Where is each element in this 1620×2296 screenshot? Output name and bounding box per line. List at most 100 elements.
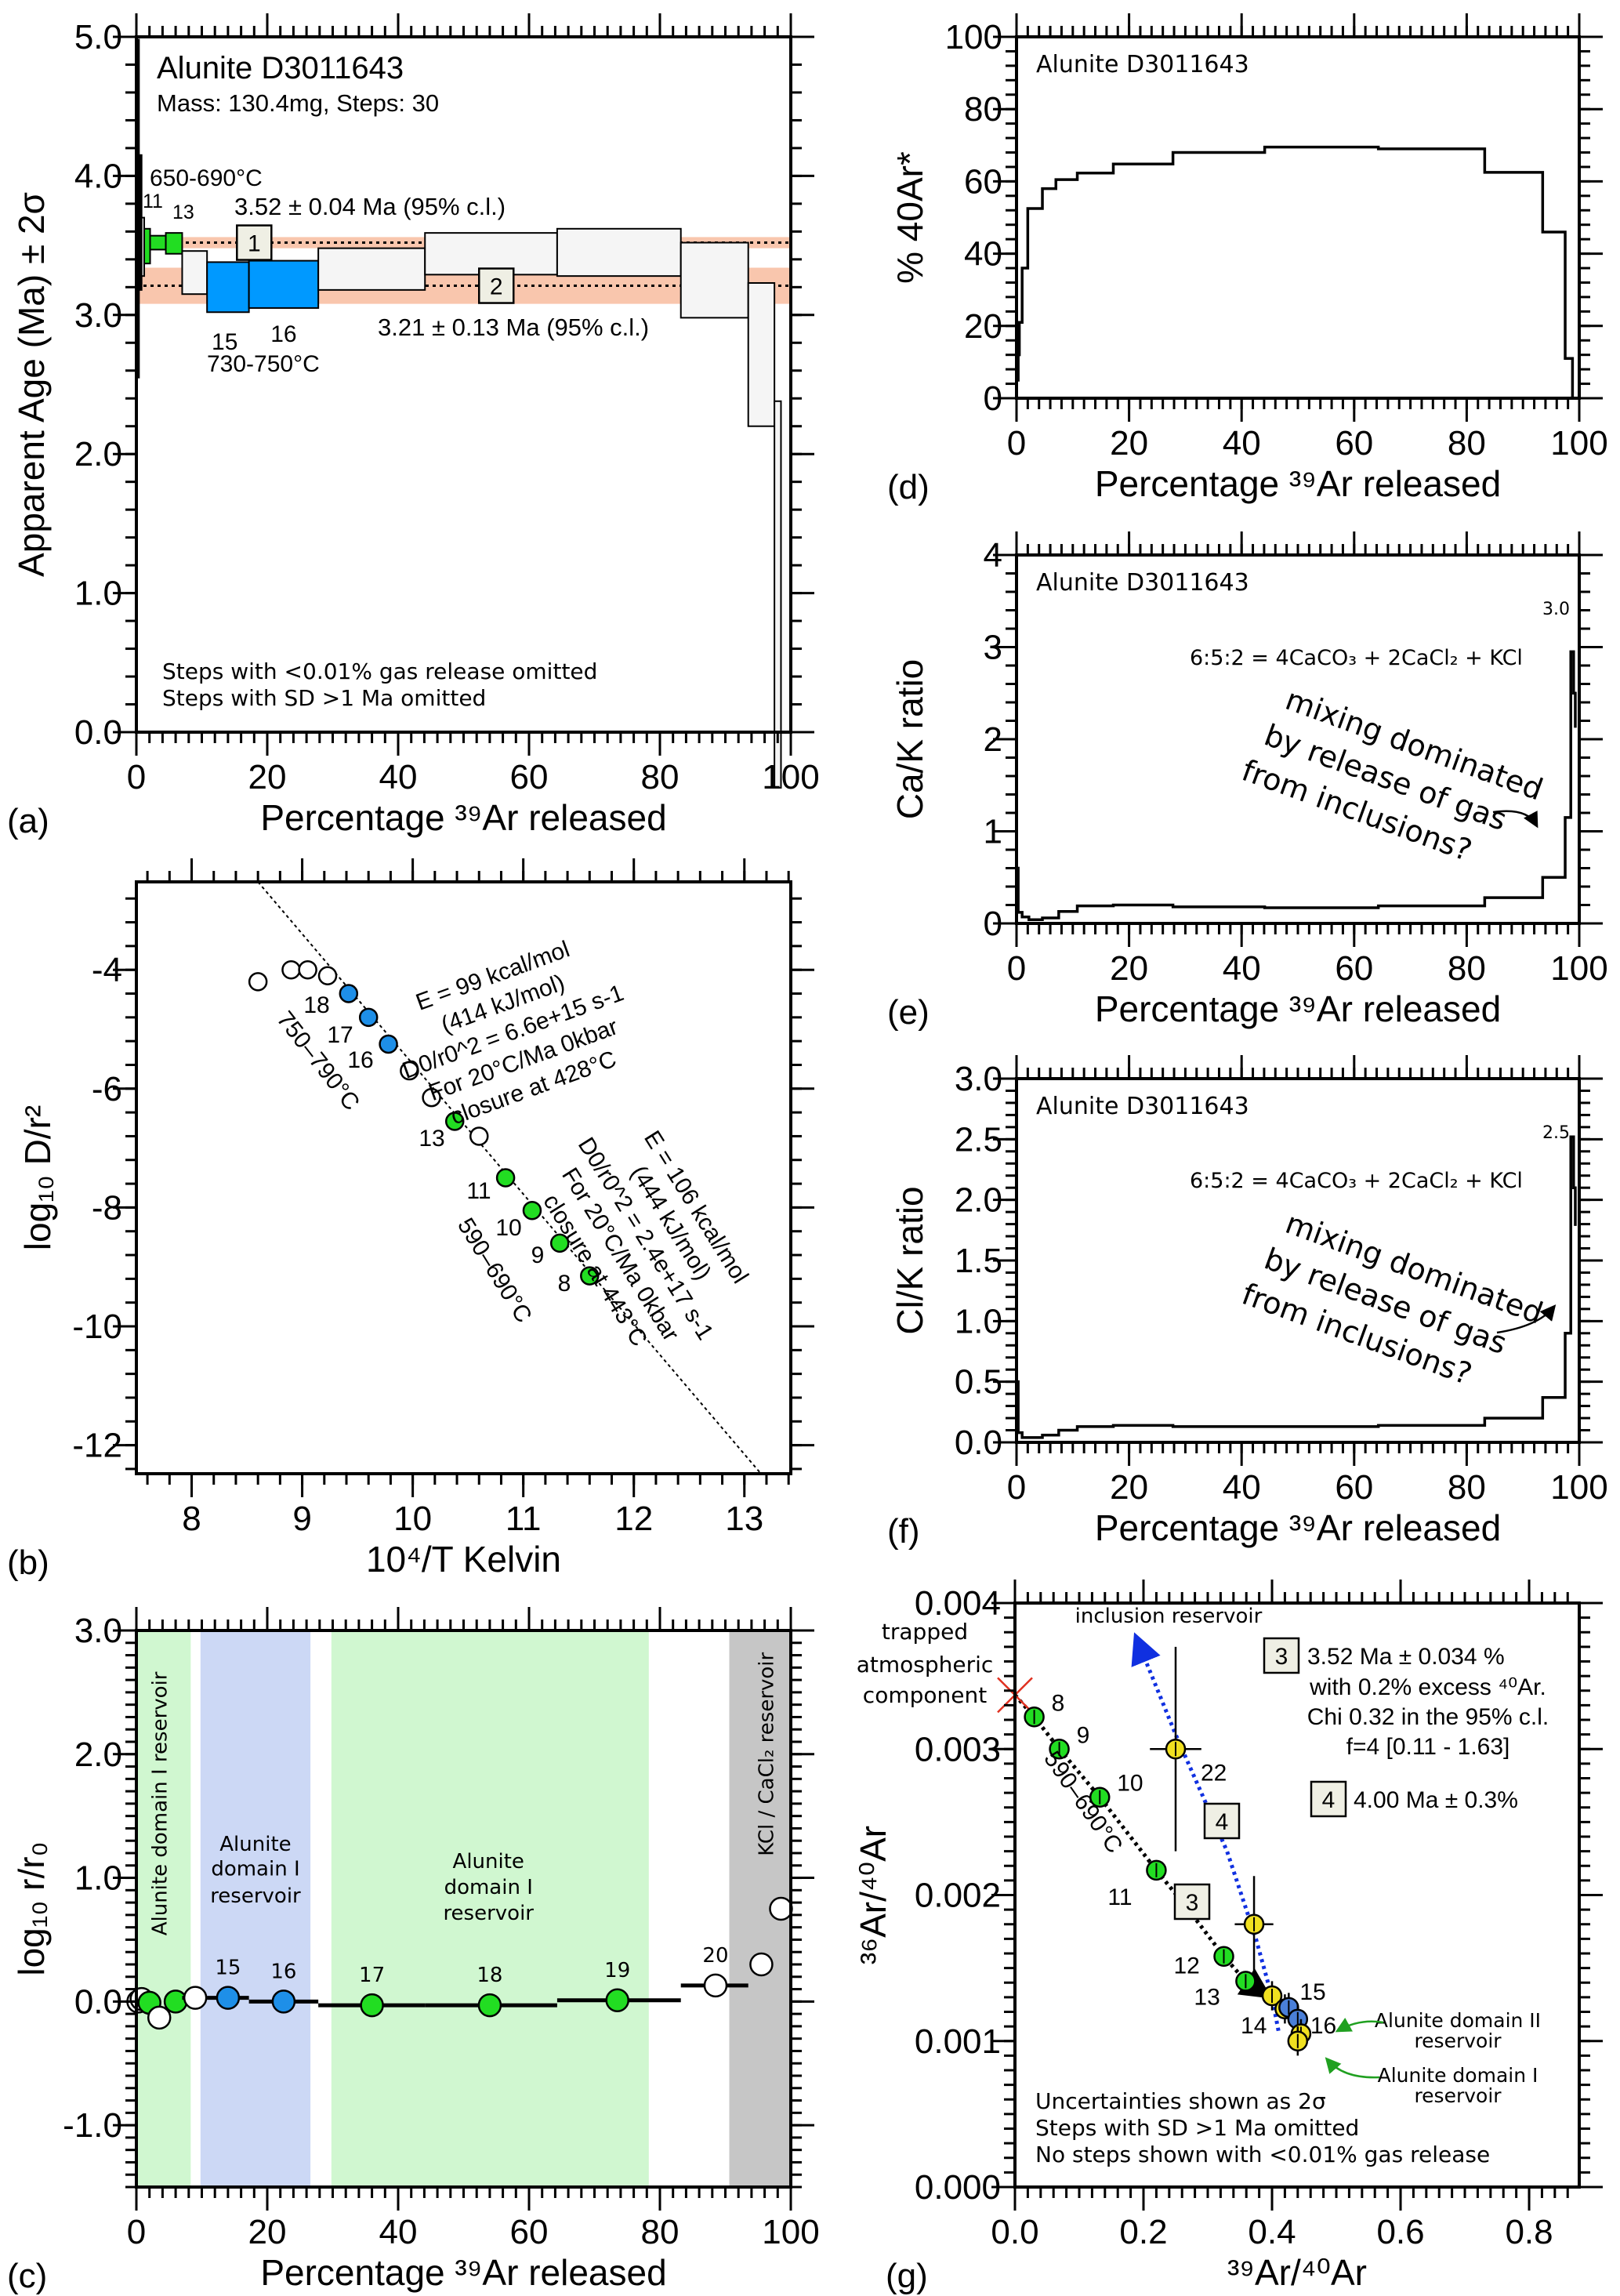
step-label: 13 — [419, 1126, 444, 1152]
r-r0-point — [749, 1952, 774, 1977]
reservoir-label: reservoir — [1414, 2084, 1502, 2107]
y-tick-label: 0.0 — [955, 1424, 1002, 1462]
x-axis-label: Percentage ³⁹Ar released — [1095, 463, 1501, 504]
x-tick-label: 100 — [1550, 949, 1607, 988]
step-label: 13 — [172, 201, 194, 223]
plateau-2-label: 3.21 ± 0.13 Ma (95% c.l.) — [378, 314, 649, 341]
age-step-bar — [556, 227, 682, 277]
y-tick-label: 40 — [964, 235, 1002, 274]
y-tick-label: 3.0 — [955, 1060, 1002, 1098]
y-tick-label: 0.000 — [915, 2168, 1001, 2207]
x-tick-label: 40 — [379, 758, 418, 796]
axis-ticks — [113, 13, 814, 756]
x-tick-label: 60 — [1335, 424, 1373, 462]
x-tick-label: 20 — [1110, 949, 1148, 988]
panel-label: (d) — [887, 468, 930, 506]
r-r0-point — [183, 1986, 208, 2010]
x-tick-label: 20 — [1110, 424, 1148, 462]
step-label: 11 — [466, 1178, 491, 1204]
reservoir-label: Alunite domain I — [1378, 2064, 1538, 2087]
reservoir-label: reservoir — [1414, 2029, 1502, 2052]
note: Steps with SD >1 Ma omitted — [162, 685, 486, 711]
arrhenius-fit-line — [257, 881, 762, 1474]
y-axis-label: log₁₀ D/r² — [17, 1105, 58, 1250]
fit-4-line: 4.00 Ma ± 0.3% — [1354, 1787, 1518, 1813]
reservoir-label: reservoir — [443, 1902, 534, 1925]
fit-3-marker: 3 — [1263, 1637, 1300, 1674]
x-axis-label: ³⁹Ar/⁴⁰Ar — [1227, 2252, 1367, 2293]
y-tick-label: -4 — [92, 951, 122, 989]
r-r0-point — [360, 1993, 384, 2018]
y-tick-label: 0.004 — [915, 1584, 1001, 1623]
x-tick-label: 13 — [725, 1500, 763, 1538]
arrhenius-point — [495, 1168, 516, 1188]
reservoir-label: domain I — [444, 1876, 533, 1899]
y-tick-label: 80 — [964, 90, 1002, 129]
trapped-component-label: atmospheric — [857, 1652, 994, 1678]
fit-3-line: 3.52 Ma ± 0.034 % — [1307, 1644, 1505, 1670]
x-tick-label: 60 — [510, 2213, 549, 2251]
plateau-1-marker: 1 — [236, 224, 273, 261]
y-tick-label: 1.0 — [74, 1859, 122, 1898]
plateau-1-marker-text: 1 — [248, 231, 261, 257]
plot-frame — [135, 35, 792, 734]
domain-ii-arrow — [1335, 2017, 1384, 2033]
age-step-bar — [181, 250, 208, 296]
y-tick-label: 0.0 — [74, 1982, 122, 2021]
x-tick-label: 80 — [641, 758, 680, 796]
y-axis-label: Ca/K ratio — [890, 659, 930, 820]
y-tick-label: 2 — [984, 720, 1002, 759]
x-tick-label: 11 — [506, 1500, 542, 1538]
y-tick-label: 3 — [984, 629, 1002, 667]
r-r0-point — [605, 1988, 629, 2013]
arrhenius-point — [580, 1266, 600, 1286]
fit-4-marker-text: 4 — [1322, 1787, 1336, 1813]
fit-3-marker-frame — [1263, 1637, 1300, 1674]
axis-ticks — [991, 1580, 1603, 2211]
mixing-line-4-marker-text: 4 — [1216, 1809, 1229, 1835]
x-tick-label: 0 — [127, 2213, 146, 2251]
x-tick-label: 0 — [1007, 949, 1026, 988]
x-axis-label: Percentage ³⁹Ar released — [260, 797, 666, 838]
step-label: 16 — [270, 321, 296, 347]
y-tick-label: 1.5 — [955, 1242, 1002, 1280]
y-tick-label: -8 — [92, 1188, 122, 1227]
y-tick-label: 4.0 — [74, 157, 122, 195]
reservoir-band — [200, 1630, 311, 2187]
y-axis-label: Cl/K ratio — [890, 1186, 930, 1334]
mixing-line-3-marker-frame — [1173, 1883, 1211, 1921]
r-r0-point — [163, 1990, 188, 2014]
x-tick-label: 100 — [1550, 424, 1607, 462]
arrhenius-point — [522, 1200, 542, 1221]
age-step-bar — [149, 234, 167, 251]
sample-subtitle: Mass: 130.4mg, Steps: 30 — [157, 89, 439, 117]
y-tick-label: 4 — [984, 536, 1002, 575]
mixing-line-4-marker-frame — [1203, 1802, 1241, 1840]
plateau-2-marker-frame — [478, 267, 515, 304]
y-tick-label: 0.003 — [915, 1730, 1001, 1768]
x-tick-label: 0.4 — [1248, 2213, 1296, 2251]
r-r0-point — [271, 1990, 296, 2014]
plateau-2-marker-text: 2 — [490, 274, 503, 300]
x-tick-label: 60 — [1335, 1468, 1373, 1507]
arrhenius-point — [281, 959, 301, 980]
arrhenius-point — [248, 972, 268, 992]
x-tick-label: 20 — [248, 758, 287, 796]
panel-percent-40ar: Alunite D3011643 0 20 40 60 80 100 0 20 40 60 80 100… — [887, 13, 1608, 506]
x-tick-label: 0 — [1007, 1468, 1026, 1507]
panel-ca-k-ratio: Alunite D3011643 0 20 40 60 80 100 0 1 2 3 4 Percent… — [887, 531, 1608, 1032]
reservoir-label: KCl / CaCl₂ reservoir — [755, 1652, 778, 1855]
panel-cl-k-ratio: Alunite D3011643 0 20 40 60 80 100 0.0 0.5 1.0 1.5… — [887, 1055, 1608, 1551]
step-label: 16 — [347, 1047, 373, 1073]
y-tick-label: 1 — [984, 813, 1002, 851]
y-tick-label: 60 — [964, 162, 1002, 201]
x-axis-label: 10⁴/T Kelvin — [366, 1539, 561, 1580]
reservoir-label: Alunite domain II — [1375, 2009, 1541, 2032]
panel-label: (f) — [887, 1512, 920, 1551]
x-tick-label: 20 — [1110, 1468, 1148, 1507]
age-step-bar — [680, 241, 749, 319]
arrhenius-point — [379, 1034, 398, 1054]
step-label: 22 — [1201, 1760, 1227, 1786]
